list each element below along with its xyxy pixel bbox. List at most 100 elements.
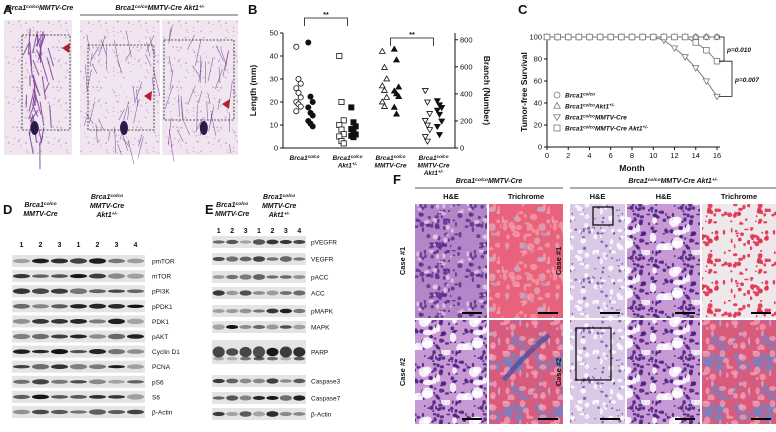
significance: ** [409,32,415,39]
text-run: Akt1 [268,212,284,219]
x-tick-label: MMTV-Cre [418,163,450,170]
protein-label: pS6 [152,379,164,386]
band [293,347,306,357]
band [266,356,279,361]
duct [32,91,36,107]
duct [180,95,184,120]
whole-mount-image [162,20,238,155]
superscript: co/co [475,177,488,183]
duct [146,42,151,57]
marker [713,58,721,65]
band [50,319,69,324]
band [212,309,225,313]
marker [713,32,721,40]
text-run: Akt1 [423,170,438,177]
marker [348,104,355,111]
y-tick-label: 60 [534,77,542,86]
band [69,304,88,309]
band [213,356,225,361]
band [107,303,126,309]
y-axis-label: Length (mm) [248,65,258,117]
duct [222,51,229,77]
lane-number: 4 [134,242,138,249]
band [279,325,292,329]
superscript: co/co [394,154,406,159]
histology-image [702,204,776,318]
duct [91,63,98,74]
p-bracket [719,36,725,62]
band [239,274,252,280]
duct [186,35,195,51]
band [212,240,225,244]
duct [134,81,143,102]
band [107,379,126,384]
marker [433,124,441,131]
marker [596,33,604,41]
lane-number: 3 [244,228,248,235]
legend-label: Brca1co/coMMTV-Cre Akt1+/- [565,124,648,133]
group-header: Brca1co/coMMTV-Cre Akt1+/- [628,177,718,186]
marker [713,93,721,101]
band [239,346,252,358]
band [69,395,88,399]
marker [378,98,386,105]
superscript: co/co [282,193,295,199]
duct [117,143,122,156]
band [252,411,266,417]
duct [32,75,37,101]
histology-image [415,320,487,424]
duct [224,50,230,71]
text-run: Akt1 [337,163,352,170]
band [50,274,69,278]
marker [309,99,316,106]
survival-line [547,36,718,97]
duct [208,106,215,132]
duct [149,36,155,57]
duct [206,101,208,120]
band [126,273,145,279]
histology-image [627,320,700,424]
band [126,289,145,294]
marker [297,94,304,101]
duct [210,113,217,136]
band [126,334,145,339]
p-value: p=0.007 [734,77,759,84]
band [88,273,107,279]
marker [607,33,614,41]
duct [145,53,152,67]
superscript: co/co [308,154,320,159]
band [226,308,239,314]
duct [170,144,175,162]
duct [183,121,191,136]
marker [293,108,300,115]
legend-label: Brca1co/coAkt1+/- [565,102,615,111]
duct [214,68,224,90]
band [279,411,292,417]
group-header: Brca1co/co [263,193,295,202]
y-tick-label: 30 [270,75,278,84]
protein-label: MAPK [311,325,330,332]
band [252,309,266,313]
duct [177,129,184,142]
duct [98,118,104,130]
lane-number: 3 [58,242,62,249]
band [253,356,265,361]
band [69,410,88,414]
duct [122,138,131,148]
band [31,304,50,309]
duct [86,69,92,93]
protein-label: Caspase7 [311,396,341,403]
band [293,356,305,361]
text-run: MMTV-Cre [595,115,627,122]
band [293,308,306,314]
marker [575,33,583,41]
duct [217,98,221,110]
group-header: Brca1co/co [216,201,248,210]
text-run: Brca1 [216,202,236,209]
text-run: Brca1 [565,115,583,122]
zoom-box [592,206,614,226]
protein-label: Caspase3 [311,379,341,386]
text-run: MMTV-Cre [39,5,73,12]
marker [307,93,314,100]
duct [40,33,46,48]
